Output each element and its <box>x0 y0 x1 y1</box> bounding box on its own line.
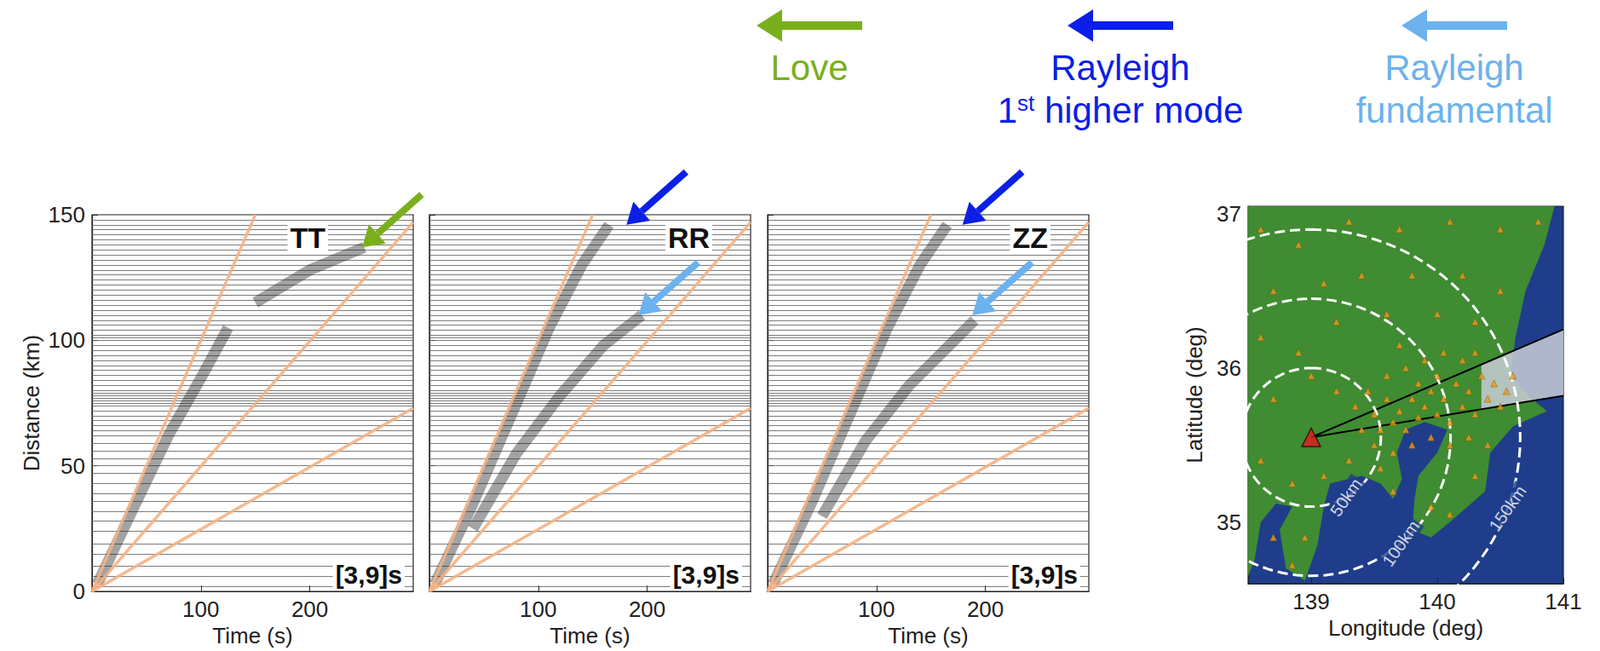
svg-text:50km: 50km <box>1326 474 1366 520</box>
svg-text:[3,9]s: [3,9]s <box>673 560 740 589</box>
svg-text:higher mode: higher mode <box>1034 90 1244 131</box>
svg-text:Time (s): Time (s) <box>887 622 968 649</box>
svg-text:50: 50 <box>60 453 86 479</box>
svg-text:Longitude (deg): Longitude (deg) <box>1328 615 1484 641</box>
svg-text:Rayleigh: Rayleigh <box>1050 47 1190 88</box>
svg-text:Latitude (deg): Latitude (deg) <box>1181 326 1208 463</box>
svg-text:fundamental: fundamental <box>1355 90 1553 131</box>
svg-text:Time (s): Time (s) <box>549 622 630 649</box>
svg-text:150: 150 <box>48 201 86 228</box>
svg-text:RR: RR <box>667 221 710 254</box>
svg-text:st: st <box>1017 90 1036 116</box>
svg-text:200: 200 <box>966 596 1004 622</box>
svg-text:1: 1 <box>997 90 1018 131</box>
svg-text:200: 200 <box>291 596 329 622</box>
svg-text:140: 140 <box>1418 588 1456 615</box>
svg-text:100: 100 <box>857 596 895 622</box>
svg-text:37: 37 <box>1216 201 1242 227</box>
svg-text:141: 141 <box>1544 588 1582 615</box>
svg-text:Distance (km): Distance (km) <box>18 334 45 472</box>
svg-text:Time (s): Time (s) <box>212 622 293 649</box>
svg-text:Rayleigh: Rayleigh <box>1384 47 1524 88</box>
svg-text:TT: TT <box>289 221 326 254</box>
svg-text:150km: 150km <box>1484 482 1530 536</box>
svg-text:100: 100 <box>519 596 557 622</box>
svg-text:[3,9]s: [3,9]s <box>335 560 403 589</box>
svg-text:ZZ: ZZ <box>1012 221 1048 254</box>
svg-text:100: 100 <box>48 327 86 353</box>
svg-text:100: 100 <box>182 596 219 622</box>
svg-text:Love: Love <box>770 47 848 88</box>
svg-text:100km: 100km <box>1378 517 1423 570</box>
svg-text:[3,9]s: [3,9]s <box>1011 560 1078 589</box>
svg-text:35: 35 <box>1216 509 1242 536</box>
svg-text:36: 36 <box>1216 355 1242 381</box>
svg-text:200: 200 <box>628 596 666 622</box>
svg-text:0: 0 <box>73 578 86 605</box>
svg-text:139: 139 <box>1292 588 1330 615</box>
